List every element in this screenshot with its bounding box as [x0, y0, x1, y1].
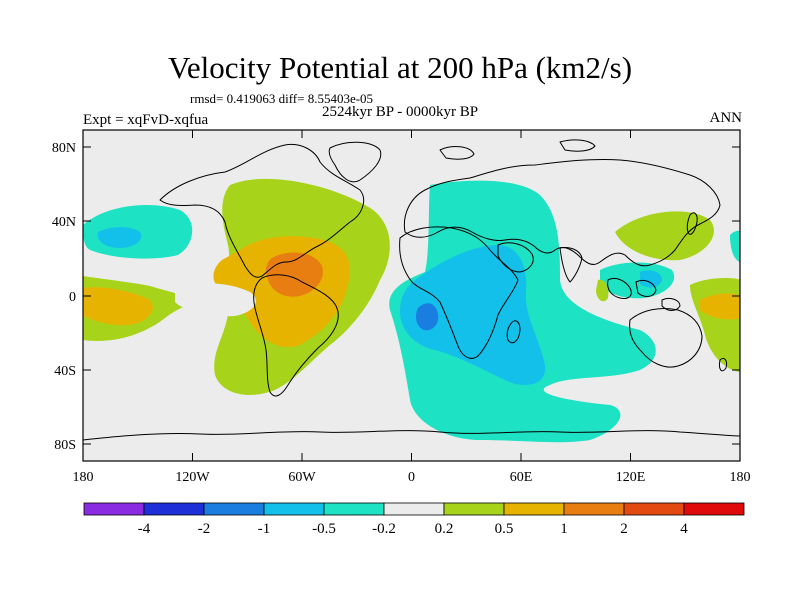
x-tick-label: 0: [408, 470, 415, 485]
negative-core-maritime: [640, 270, 662, 288]
colorbar-level-label: -1: [258, 521, 271, 537]
experiment-label: Expt = xqFvD-xqfua: [83, 112, 209, 128]
y-tick-labels: 80N 40N 0 40S 80S: [52, 141, 76, 453]
colorbar-labels: -4 -2 -1 -0.5 -0.2 0.2 0.5 1 2 4: [138, 521, 689, 537]
period-label: 2524kyr BP - 0000kyr BP: [322, 104, 479, 120]
colorbar-cell: [263, 502, 325, 516]
colorbar-cell: [83, 502, 145, 516]
x-tick-labels: 180 120W 60W 0 60E 120E 180: [73, 470, 751, 485]
positive-patch-east-asia: [615, 211, 714, 261]
map-title: Velocity Potential at 200 hPa (km2/s): [167, 50, 633, 85]
y-axis: [83, 146, 740, 445]
colorbar-cell: [623, 502, 685, 516]
x-tick-label: 60E: [510, 470, 533, 485]
colorbar-level-label: -4: [138, 521, 151, 537]
x-tick-label: 180: [73, 470, 94, 485]
negative-patch-far-east: [730, 230, 740, 262]
y-tick-label: 80N: [52, 141, 76, 156]
x-tick-label: 60W: [288, 470, 316, 485]
negative-core-north-pacific: [97, 227, 142, 248]
colorbar-cell: [383, 502, 445, 516]
colorbar-level-label: 0.5: [495, 521, 514, 537]
stats-line: rmsd= 0.419063 diff= 8.55403e-05: [190, 91, 374, 106]
contour-field: [83, 130, 740, 461]
colorbar: [83, 502, 745, 516]
colorbar-level-label: 1: [560, 521, 568, 537]
colorbar-cell: [143, 502, 205, 516]
colorbar-cell: [503, 502, 565, 516]
colorbar-cell: [563, 502, 625, 516]
negative-peak-africa: [416, 303, 439, 331]
x-tick-label: 120E: [616, 470, 646, 485]
colorbar-level-label: 0.2: [435, 521, 454, 537]
coastlines: [83, 139, 740, 441]
colorbar-cell: [443, 502, 505, 516]
colorbar-level-label: -2: [198, 521, 211, 537]
y-tick-label: 80S: [54, 438, 76, 453]
negative-core-africa: [400, 245, 546, 385]
positive-core-west-pacific: [700, 293, 740, 320]
x-tick-label: 180: [730, 470, 751, 485]
colorbar-level-label: -0.5: [312, 521, 336, 537]
colorbar-level-label: 2: [620, 521, 628, 537]
colorbar-cell: [203, 502, 265, 516]
positive-patch-dateline: [83, 287, 153, 326]
y-tick-label: 40N: [52, 215, 76, 230]
y-tick-label: 0: [69, 290, 76, 305]
x-tick-label: 120W: [175, 470, 210, 485]
colorbar-level-label: -0.2: [372, 521, 396, 537]
colorbar-level-label: 4: [680, 521, 688, 537]
neutral-hole-pacific: [175, 283, 256, 317]
positive-patch-atlantic-edge: [596, 279, 609, 302]
colorbar-cell: [683, 502, 745, 516]
x-axis: [82, 130, 741, 461]
y-tick-label: 40S: [54, 364, 76, 379]
season-label: ANN: [709, 110, 743, 126]
colorbar-cell: [323, 502, 385, 516]
